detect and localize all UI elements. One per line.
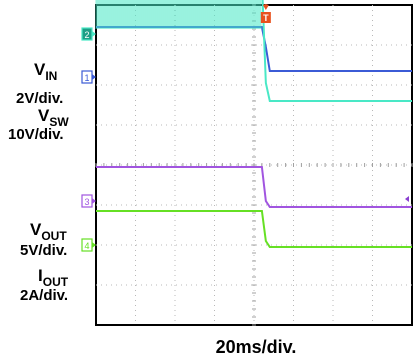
trigger-arrow [262, 4, 269, 10]
trigger-marker: T [260, 4, 271, 23]
channel-3-marker: 3 [81, 194, 96, 208]
channel-marker-number: 4 [84, 241, 89, 251]
trigger-label: T [263, 13, 269, 23]
trigger-level-marker [405, 196, 409, 202]
traces [95, 0, 412, 248]
channel-marker-arrow [92, 31, 96, 37]
iout-label: IOUT [38, 266, 69, 289]
vout-scale: 5V/div. [20, 242, 67, 259]
graticule [95, 4, 413, 326]
vin-scale: 2V/div. [16, 90, 63, 107]
trigger-box [260, 12, 271, 23]
channel-marker-number: 1 [84, 73, 89, 83]
vsw-switching-band [95, 0, 262, 29]
vsw-label: VSW [38, 106, 69, 129]
channel-1-marker: 1 [81, 70, 96, 84]
channel-marker-arrow [92, 242, 96, 248]
channel-marker-number: 2 [84, 30, 89, 40]
channel-2-marker: 2 [81, 27, 96, 41]
channel-markers: 1 2 3 4 T [81, 4, 409, 252]
vsw-scale: 10V/div. [8, 126, 64, 143]
channel-4-marker: 4 [81, 238, 96, 252]
vout-label: VOUT [30, 220, 67, 243]
vin-label: VIN [34, 60, 57, 83]
channel-marker-arrow [92, 198, 96, 204]
v-out-trace [96, 166, 412, 208]
i-out-trace [96, 210, 412, 248]
vsw-trace [261, 0, 412, 102]
iout-scale: 2A/div. [20, 287, 68, 304]
channel-marker-number: 3 [84, 197, 89, 207]
timebase-label: 20ms/div. [216, 337, 297, 357]
vsw-band-fill [96, 0, 262, 29]
channel-marker-arrow [92, 74, 96, 80]
v-in-trace [96, 26, 412, 72]
